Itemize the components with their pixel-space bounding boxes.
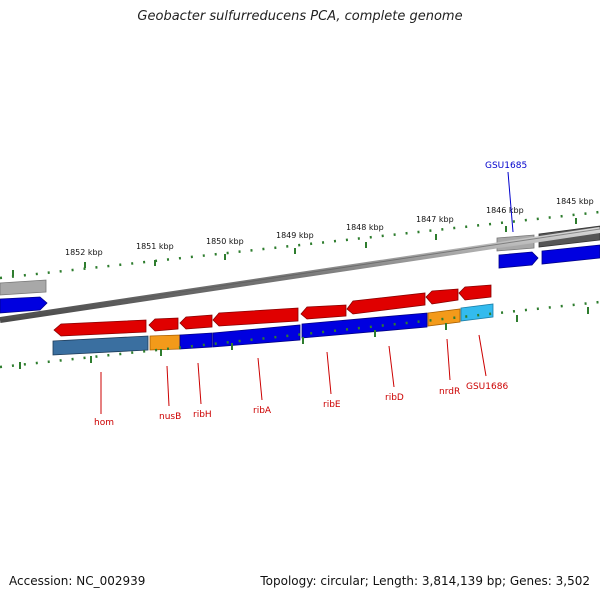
nrdR-feature-block[interactable] bbox=[427, 308, 461, 327]
scale-label: 1852 kbp bbox=[65, 248, 103, 257]
map-title: Geobacter sulfurreducens PCA, complete g… bbox=[137, 9, 463, 24]
gene-label-ribH[interactable]: ribH bbox=[193, 410, 212, 420]
lower-feature-band bbox=[52, 303, 494, 356]
genome-backbone bbox=[0, 227, 600, 323]
blue-gene-arrow[interactable] bbox=[498, 251, 539, 269]
gene-ribD-arrow[interactable] bbox=[346, 292, 426, 315]
label-leaders bbox=[100, 334, 487, 414]
gene-nusB-arrow[interactable] bbox=[148, 317, 179, 332]
hom-feature-block[interactable] bbox=[52, 335, 149, 356]
GSU1686-feature-block[interactable] bbox=[460, 303, 494, 322]
ribE-ribD-feature-block[interactable] bbox=[301, 312, 428, 339]
gene-label-GSU1685[interactable]: GSU1685 bbox=[485, 161, 527, 171]
scale-labels: 1852 kbp 1851 kbp 1850 kbp 1849 kbp 1848… bbox=[65, 197, 594, 257]
scale-label: 1849 kbp bbox=[276, 231, 314, 240]
gene-nrdR-arrow[interactable] bbox=[425, 288, 459, 305]
gene-label-nrdR[interactable]: nrdR bbox=[439, 387, 460, 397]
gene-label-hom[interactable]: hom bbox=[94, 418, 114, 428]
gene-label-ribA[interactable]: ribA bbox=[253, 406, 272, 416]
grey-gene-block[interactable] bbox=[0, 279, 47, 296]
scale-label: 1848 kbp bbox=[346, 223, 384, 232]
topology-text: Topology: circular; Length: 3,814,139 bp… bbox=[260, 574, 590, 588]
red-genes bbox=[53, 284, 492, 337]
gene-label-nusB[interactable]: nusB bbox=[159, 412, 181, 422]
gene-ribA-arrow[interactable] bbox=[212, 307, 299, 327]
gene-label-GSU1686[interactable]: GSU1686 bbox=[466, 382, 508, 392]
scale-label: 1847 kbp bbox=[416, 215, 454, 224]
scale-label: 1846 kbp bbox=[486, 206, 524, 215]
outer-tick-band bbox=[0, 210, 600, 280]
gene-label-ribD[interactable]: ribD bbox=[385, 393, 404, 403]
nusB-feature-block[interactable] bbox=[149, 334, 181, 351]
scale-label: 1851 kbp bbox=[136, 242, 174, 251]
inner-tick-band bbox=[0, 300, 600, 369]
gene-label-ribE[interactable]: ribE bbox=[323, 400, 341, 410]
ribH-feature-block[interactable] bbox=[179, 332, 213, 350]
scale-label: 1850 kbp bbox=[206, 237, 244, 246]
ribA-feature-block[interactable] bbox=[212, 324, 301, 348]
gene-ribH-arrow[interactable] bbox=[179, 314, 213, 330]
scale-label: 1845 kbp bbox=[556, 197, 594, 206]
blue-gene-block[interactable] bbox=[541, 244, 600, 265]
label-leader-GSU1685 bbox=[507, 171, 514, 233]
gene-GSU1686-arrow[interactable] bbox=[458, 284, 492, 301]
gene-ribE-arrow[interactable] bbox=[300, 304, 347, 320]
gene-hom-arrow[interactable] bbox=[53, 319, 147, 337]
left-edge-genes bbox=[0, 279, 48, 314]
accession-text: Accession: NC_002939 bbox=[9, 574, 146, 588]
blue-gene-arrow[interactable] bbox=[0, 296, 48, 314]
gene-labels: hom nusB ribH ribA ribE ribD nrdR GSU168… bbox=[94, 161, 527, 428]
